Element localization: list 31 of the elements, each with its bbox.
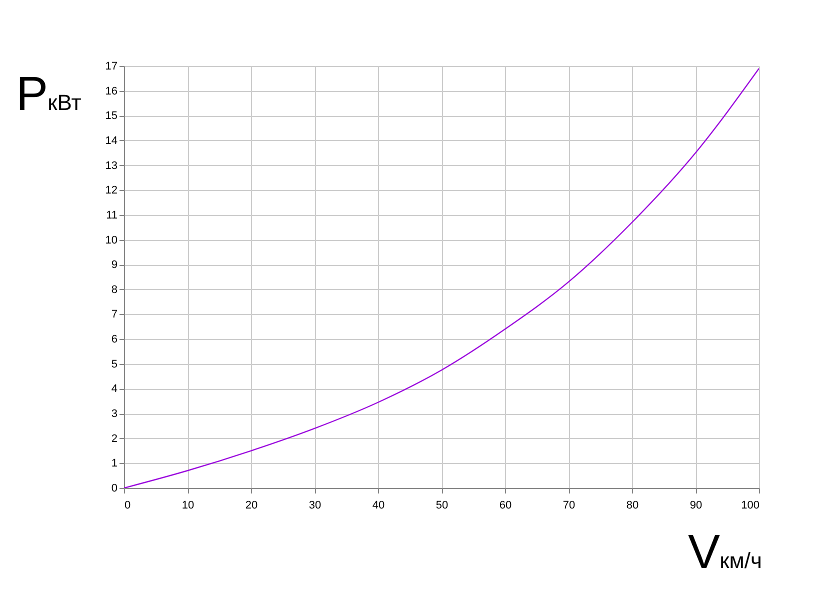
y-tick-label: 4 xyxy=(111,383,118,396)
x-tick-label: 70 xyxy=(562,500,576,512)
y-tick-label: 13 xyxy=(105,160,118,172)
y-tick-label: 15 xyxy=(105,110,118,122)
y-tick-label: 9 xyxy=(111,259,118,272)
y-tick-label: 2 xyxy=(111,432,118,445)
x-tick-label: 10 xyxy=(182,500,194,512)
x-tick-label: 0 xyxy=(124,500,131,512)
y-tick-label: 14 xyxy=(105,134,118,147)
y-tick-label: 8 xyxy=(111,284,118,296)
y-tick-label: 6 xyxy=(111,334,118,346)
y-tick-label: 12 xyxy=(105,184,118,197)
x-axis-title: Vкм/ч xyxy=(688,526,762,579)
y-tick-label: 5 xyxy=(111,358,118,370)
y-tick-label: 1 xyxy=(111,458,118,470)
x-tick-label: 40 xyxy=(372,500,385,512)
y-tick-label: 17 xyxy=(105,60,118,72)
x-tick-label: 80 xyxy=(626,500,639,512)
x-tick-label: 30 xyxy=(308,500,322,512)
y-axis-title: PкВт xyxy=(16,68,82,121)
x-tick-label: 20 xyxy=(245,500,258,512)
x-tick-label: 50 xyxy=(436,500,448,512)
y-tick-label: 3 xyxy=(111,408,118,420)
y-tick-label: 10 xyxy=(105,234,118,246)
y-tick-label: 0 xyxy=(111,482,118,494)
x-tick-label: 100 xyxy=(741,500,760,512)
x-tick-label: 90 xyxy=(690,500,702,512)
y-tick-label: 7 xyxy=(111,308,118,321)
x-tick-label: 60 xyxy=(499,500,512,512)
y-tick-label: 16 xyxy=(105,85,118,98)
y-tick-label: 11 xyxy=(106,209,118,222)
